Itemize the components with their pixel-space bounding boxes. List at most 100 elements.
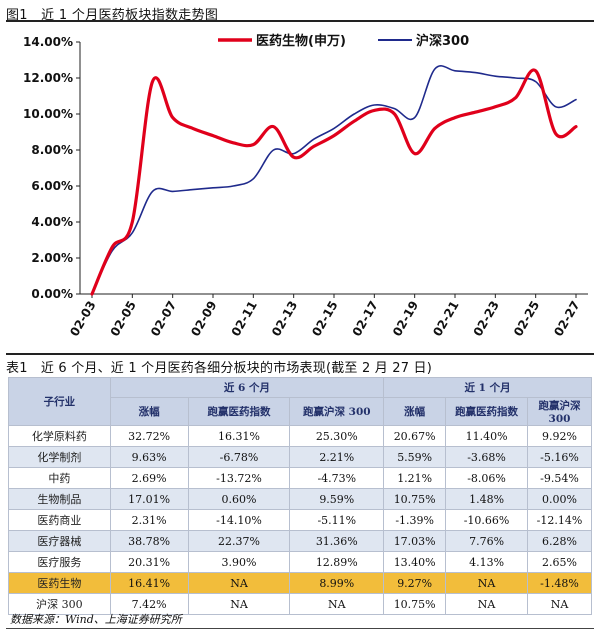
y-tick-label: 2.00% [31,251,73,265]
header-group-1m: 近 1 个月 [383,377,592,398]
table-cell: 0.00% [527,488,592,510]
table-row: 医药商业 2.31% -14.10% -5.11% -1.39% -10.66%… [8,509,592,531]
table-cell: 10.75% [383,488,447,510]
table-cell: NA [187,572,291,594]
table-cell: -14.10% [187,509,291,531]
table-cell: 12.89% [289,551,385,573]
table-cell: -12.14% [527,509,592,531]
table-cell: 16.31% [187,425,291,447]
table-cell: 17.01% [109,488,189,510]
series-line-csi300 [91,65,577,295]
table-cell: 3.90% [187,551,291,573]
table-cell: 9.27% [383,572,447,594]
table-row: 化学制剂 9.63% -6.78% 2.21% 5.59% -3.68% -5.… [8,446,592,468]
industry-name: 医药商业 [8,509,111,531]
table-cell: -5.16% [527,446,592,468]
table-cell: 31.36% [289,530,385,552]
x-tick-label: 02-13 [269,299,300,339]
table-cell: NA [445,572,528,594]
x-tick-label: 02-19 [390,299,421,339]
industry-name: 生物制品 [8,488,111,510]
table-row: 沪深 300 7.42% NA NA 10.75% NA NA [8,593,592,615]
table-cell: 32.72% [109,425,189,447]
table-cell: -1.39% [383,509,447,531]
x-tick-label: 02-27 [551,299,582,339]
series-line-pharma [90,68,578,296]
table-row: 医疗器械 38.78% 22.37% 31.36% 17.03% 7.76% 6… [8,530,592,552]
table-row: 医疗服务 20.31% 3.90% 12.89% 13.40% 4.13% 2.… [8,551,592,573]
header-col: 跑赢沪深 300 [527,397,592,426]
industry-name: 医疗服务 [8,551,111,573]
x-tick-label: 02-11 [229,299,260,339]
table-cell: 7.76% [445,530,528,552]
table-cell: -6.78% [187,446,291,468]
table-cell: -5.11% [289,509,385,531]
x-tick-label: 02-05 [108,299,139,339]
table-cell: 7.42% [109,593,189,615]
table-cell: 20.31% [109,551,189,573]
x-tick-label: 02-15 [309,299,340,339]
table-cell: 5.59% [383,446,447,468]
x-tick-label: 02-21 [430,299,461,339]
table-cell: 10.75% [383,593,447,615]
x-tick-label: 02-07 [148,299,179,339]
table-row-highlighted: 医药生物 16.41% NA 8.99% 9.27% NA -1.48% [8,572,592,594]
table-top-rule [6,353,594,355]
x-tick-label: 02-09 [188,299,219,339]
table-cell: -9.54% [527,467,592,489]
table-cell: 11.40% [445,425,528,447]
index-trend-chart: 0.00% 2.00% 4.00% 6.00% 8.00% 10.00% 12.00% 14.… [23,33,588,339]
y-tick-label: 10.00% [23,107,73,121]
industry-name: 医疗器械 [8,530,111,552]
table-cell: 1.21% [383,467,447,489]
table-row: 中药 2.69% -13.72% -4.73% 1.21% -8.06% -9.… [8,467,592,489]
table-cell: 25.30% [289,425,385,447]
table-title: 表1 近 6 个月、近 1 个月医药各细分板块的市场表现(截至 2 月 27 日… [6,361,433,376]
figure-top-rule [6,20,594,22]
table-cell: 13.40% [383,551,447,573]
table-cell: -3.68% [445,446,528,468]
industry-name: 医药生物 [8,572,111,594]
table-cell: NA [187,593,291,615]
table-cell: -8.06% [445,467,528,489]
industry-name: 化学制剂 [8,446,111,468]
table-cell: 9.59% [289,488,385,510]
chart-axes: 0.00% 2.00% 4.00% 6.00% 8.00% 10.00% 12.00% 14.… [23,35,588,339]
header-industry: 子行业 [8,377,111,426]
header-col: 跑赢医药指数 [187,397,291,426]
table-cell: -1.48% [527,572,592,594]
table-cell: NA [289,593,385,615]
industry-name: 中药 [8,467,111,489]
table-row: 化学原料药 32.72% 16.31% 25.30% 20.67% 11.40%… [8,425,592,447]
chart-legend: 医药生物(申万) 沪深300 [218,33,469,49]
table-cell: 8.99% [289,572,385,594]
x-tick-label: 02-25 [511,299,542,339]
table-cell: 9.92% [527,425,592,447]
table-cell: -10.66% [445,509,528,531]
table-cell: 2.65% [527,551,592,573]
footer-rule [6,628,594,629]
table-cell: -13.72% [187,467,291,489]
header-col: 跑赢医药指数 [445,397,528,426]
chart-series [90,65,578,296]
industry-name: 沪深 300 [8,593,111,615]
table-cell: 9.63% [109,446,189,468]
legend-label: 医药生物(申万) [256,33,346,49]
sub-industry-table: 子行业 近 6 个月 近 1 个月 涨幅 跑赢医药指数 跑赢沪深 300 涨幅 … [8,377,592,615]
table-cell: 38.78% [109,530,189,552]
x-tick-label: 02-17 [350,299,381,339]
header-col: 跑赢沪深 300 [289,397,385,426]
y-tick-label: 6.00% [31,179,73,193]
table-cell: 2.31% [109,509,189,531]
header-group-6m: 近 6 个月 [109,377,385,398]
header-col: 涨幅 [383,397,447,426]
x-tick-label: 02-23 [471,299,502,339]
industry-name: 化学原料药 [8,425,111,447]
table-cell: -4.73% [289,467,385,489]
header-col: 涨幅 [109,397,189,426]
table-cell: 6.28% [527,530,592,552]
table-cell: 17.03% [383,530,447,552]
y-tick-label: 4.00% [31,215,73,229]
table-cell: 20.67% [383,425,447,447]
y-tick-label: 14.00% [23,35,73,49]
